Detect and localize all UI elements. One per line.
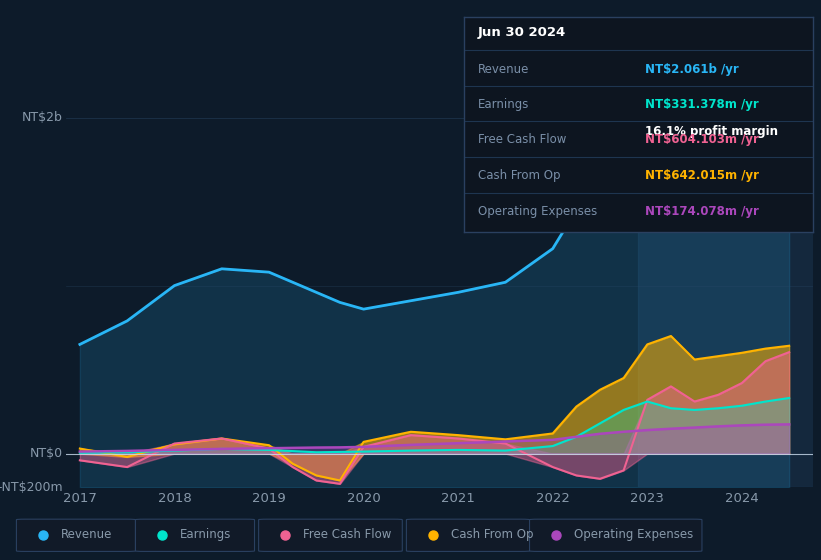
FancyBboxPatch shape [530, 519, 702, 552]
Text: Earnings: Earnings [478, 97, 530, 111]
Text: Jun 30 2024: Jun 30 2024 [478, 26, 566, 39]
Text: Operating Expenses: Operating Expenses [478, 206, 597, 218]
Text: NT$604.103m /yr: NT$604.103m /yr [645, 133, 759, 146]
Text: NT$0: NT$0 [30, 447, 63, 460]
Text: Cash From Op: Cash From Op [478, 169, 560, 182]
FancyBboxPatch shape [406, 519, 530, 552]
Text: -NT$200m: -NT$200m [0, 480, 63, 494]
FancyBboxPatch shape [259, 519, 402, 552]
Text: NT$642.015m /yr: NT$642.015m /yr [645, 169, 759, 182]
Text: Free Cash Flow: Free Cash Flow [303, 528, 392, 542]
Bar [638, 84, 818, 487]
Text: 16.1% profit margin: 16.1% profit margin [645, 124, 778, 138]
FancyBboxPatch shape [16, 519, 135, 552]
FancyBboxPatch shape [135, 519, 255, 552]
Text: NT$331.378m /yr: NT$331.378m /yr [645, 97, 759, 111]
Text: Revenue: Revenue [61, 528, 112, 542]
Text: Operating Expenses: Operating Expenses [574, 528, 693, 542]
Text: NT$174.078m /yr: NT$174.078m /yr [645, 206, 759, 218]
Text: Free Cash Flow: Free Cash Flow [478, 133, 566, 146]
Text: NT$2.061b /yr: NT$2.061b /yr [645, 63, 739, 76]
Text: Earnings: Earnings [180, 528, 232, 542]
Text: NT$2b: NT$2b [22, 111, 63, 124]
Text: Cash From Op: Cash From Op [451, 528, 533, 542]
Text: Revenue: Revenue [478, 63, 530, 76]
